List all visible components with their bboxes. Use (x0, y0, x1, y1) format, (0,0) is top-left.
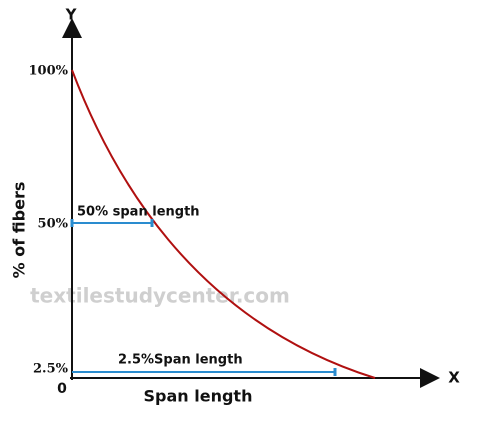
y-axis-letter: Y (65, 6, 78, 24)
y-axis-title: % of fibers (10, 182, 29, 279)
y-tick-label: 50% (38, 217, 69, 232)
x-axis-letter: X (448, 369, 460, 387)
annotation: 50% span length (77, 205, 200, 220)
curve (71, 69, 376, 379)
annotation: 2.5%Span length (118, 353, 243, 368)
origin-label: 0 (57, 381, 67, 397)
watermark: textilestudycenter.com (30, 284, 290, 308)
y-tick-label: 2.5% (33, 362, 69, 377)
x-axis-title: Span length (144, 387, 253, 406)
y-tick-label: 100% (29, 64, 69, 79)
